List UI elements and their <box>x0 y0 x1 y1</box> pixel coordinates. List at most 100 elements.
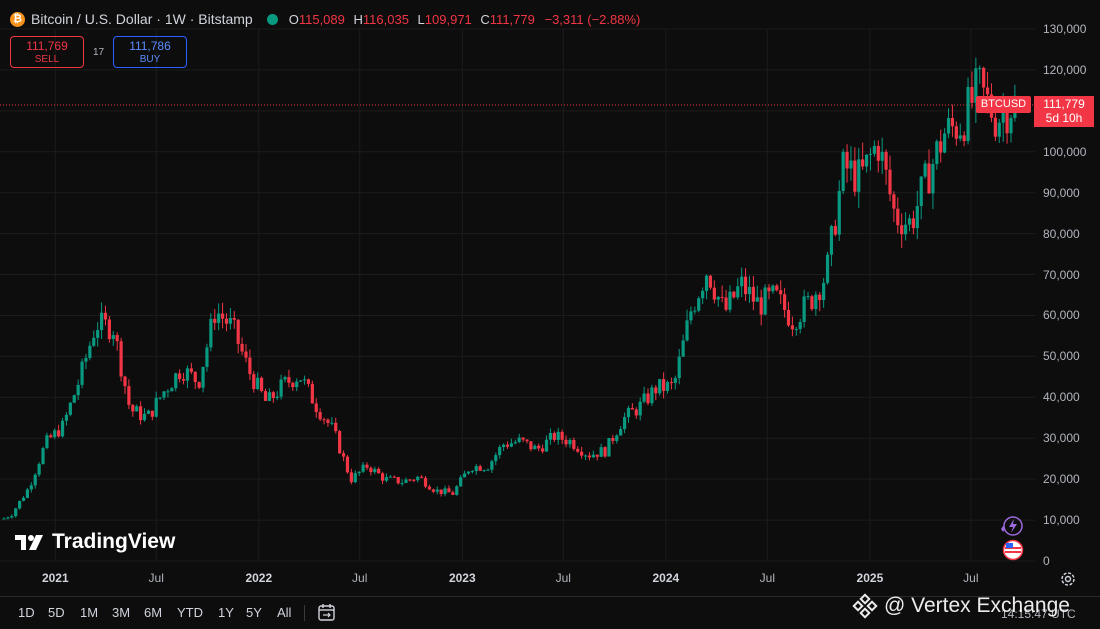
candle-body[interactable] <box>818 294 822 301</box>
candle-body[interactable] <box>615 435 619 441</box>
candle-body[interactable] <box>802 296 806 323</box>
candle-body[interactable] <box>14 508 18 517</box>
candle-body[interactable] <box>1001 111 1005 123</box>
candle-body[interactable] <box>127 386 131 405</box>
candle-body[interactable] <box>642 393 646 402</box>
candle-body[interactable] <box>248 357 252 375</box>
candle-body[interactable] <box>743 276 748 295</box>
candle-body[interactable] <box>857 159 861 192</box>
candle-body[interactable] <box>490 461 494 470</box>
candle-body[interactable] <box>361 464 365 472</box>
candle-body[interactable] <box>404 479 408 483</box>
range-button-1m[interactable]: 1M <box>80 605 99 620</box>
candle-body[interactable] <box>18 500 22 509</box>
candle-body[interactable] <box>974 68 978 103</box>
candle-body[interactable] <box>330 422 334 424</box>
candle-body[interactable] <box>283 377 287 380</box>
candle-body[interactable] <box>950 118 955 127</box>
candle-body[interactable] <box>619 429 623 436</box>
candle-body[interactable] <box>435 489 439 492</box>
candle-body[interactable] <box>786 309 791 326</box>
candle-body[interactable] <box>693 310 697 312</box>
candle-body[interactable] <box>505 444 510 447</box>
candle-body[interactable] <box>572 439 576 449</box>
candle-body[interactable] <box>158 397 162 399</box>
candle-body[interactable] <box>322 419 326 421</box>
candle-body[interactable] <box>244 351 248 358</box>
candle-body[interactable] <box>408 479 412 481</box>
candle-body[interactable] <box>291 382 295 388</box>
candle-body[interactable] <box>2 518 6 520</box>
candle-body[interactable] <box>357 471 361 474</box>
candle-body[interactable] <box>33 474 37 486</box>
candle-body[interactable] <box>310 383 314 404</box>
candle-body[interactable] <box>154 397 158 417</box>
candle-body[interactable] <box>139 406 143 421</box>
candle-body[interactable] <box>845 151 849 169</box>
us-flag-icon[interactable] <box>1002 539 1024 561</box>
candle-body[interactable] <box>537 445 541 449</box>
candle-body[interactable] <box>958 135 962 139</box>
candle-body[interactable] <box>1005 111 1009 134</box>
candle-body[interactable] <box>470 471 474 473</box>
candle-body[interactable] <box>767 287 771 292</box>
range-button-ytd[interactable]: YTD <box>177 605 203 620</box>
candle-body[interactable] <box>373 468 377 473</box>
candle-body[interactable] <box>220 313 225 319</box>
candle-body[interactable] <box>544 439 549 452</box>
candle-body[interactable] <box>904 224 908 235</box>
candle-body[interactable] <box>423 477 428 487</box>
candle-body[interactable] <box>345 456 350 473</box>
candle-body[interactable] <box>338 431 342 454</box>
candle-body[interactable] <box>892 194 896 209</box>
candle-body[interactable] <box>205 347 209 367</box>
candle-body[interactable] <box>377 468 381 474</box>
candle-body[interactable] <box>927 163 931 194</box>
candle-body[interactable] <box>907 218 912 225</box>
candle-body[interactable] <box>712 287 716 300</box>
candle-body[interactable] <box>217 313 221 323</box>
candle-body[interactable] <box>166 391 170 393</box>
candle-body[interactable] <box>591 454 595 458</box>
candle-body[interactable] <box>1009 117 1013 134</box>
candle-body[interactable] <box>60 420 65 437</box>
candle-body[interactable] <box>775 285 779 291</box>
candle-body[interactable] <box>146 410 151 414</box>
candle-body[interactable] <box>10 516 14 518</box>
candle-body[interactable] <box>599 447 603 457</box>
candle-body[interactable] <box>517 437 521 443</box>
candle-body[interactable] <box>783 294 787 310</box>
candle-body[interactable] <box>861 159 865 167</box>
candle-body[interactable] <box>466 471 471 474</box>
range-button-3m[interactable]: 3M <box>112 605 131 620</box>
candle-body[interactable] <box>978 67 982 69</box>
candle-body[interactable] <box>416 476 420 481</box>
candle-body[interactable] <box>240 343 244 352</box>
candle-body[interactable] <box>810 296 814 310</box>
candle-body[interactable] <box>779 290 783 295</box>
candle-body[interactable] <box>595 454 599 457</box>
candle-body[interactable] <box>400 482 404 484</box>
candle-body[interactable] <box>853 160 857 192</box>
candle-body[interactable] <box>681 340 685 357</box>
candle-body[interactable] <box>474 466 478 472</box>
candle-body[interactable] <box>673 378 677 383</box>
candle-body[interactable] <box>275 396 279 399</box>
candle-body[interactable] <box>564 439 568 445</box>
candle-body[interactable] <box>49 435 53 438</box>
candle-body[interactable] <box>521 437 525 440</box>
candle-body[interactable] <box>837 190 841 235</box>
candle-body[interactable] <box>459 477 463 487</box>
candle-body[interactable] <box>252 374 256 389</box>
candle-body[interactable] <box>96 330 100 338</box>
candle-body[interactable] <box>611 437 615 441</box>
candle-body[interactable] <box>841 151 845 191</box>
candle-body[interactable] <box>162 391 166 398</box>
candle-body[interactable] <box>662 379 666 391</box>
candle-body[interactable] <box>708 275 713 288</box>
candle-body[interactable] <box>68 402 72 415</box>
candle-body[interactable] <box>119 341 123 377</box>
candle-body[interactable] <box>380 473 385 481</box>
candle-body[interactable] <box>427 486 432 490</box>
candle-body[interactable] <box>740 276 744 287</box>
